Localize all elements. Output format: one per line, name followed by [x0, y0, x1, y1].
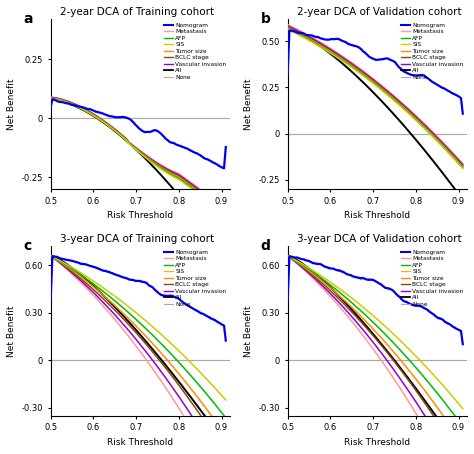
- Text: c: c: [24, 239, 32, 253]
- Y-axis label: Net Benefit: Net Benefit: [244, 305, 253, 357]
- Legend: Nomogram, Metastasis, AFP, SIS, Tumor size, BCLC stage, Vascular invasion, All, : Nomogram, Metastasis, AFP, SIS, Tumor si…: [401, 22, 464, 81]
- Text: b: b: [261, 12, 271, 26]
- X-axis label: Risk Threshold: Risk Threshold: [107, 211, 173, 220]
- Legend: Nomogram, Metastasis, AFP, SIS, Tumor size, BCLC stage, Vascular invasion, All, : Nomogram, Metastasis, AFP, SIS, Tumor si…: [401, 249, 464, 308]
- Y-axis label: Net Benefit: Net Benefit: [7, 78, 16, 130]
- Text: 2-year DCA of Validation cohort: 2-year DCA of Validation cohort: [297, 7, 461, 17]
- Text: a: a: [24, 12, 33, 26]
- X-axis label: Risk Threshold: Risk Threshold: [344, 438, 410, 447]
- Text: 2-year DCA of Training cohort: 2-year DCA of Training cohort: [60, 7, 214, 17]
- X-axis label: Risk Threshold: Risk Threshold: [107, 438, 173, 447]
- Legend: Nomogram, Metastasis, AFP, SIS, Tumor size, BCLC stage, Vascular invasion, All, : Nomogram, Metastasis, AFP, SIS, Tumor si…: [164, 249, 227, 308]
- Text: 3-year DCA of Validation cohort: 3-year DCA of Validation cohort: [297, 234, 461, 244]
- Text: 3-year DCA of Training cohort: 3-year DCA of Training cohort: [60, 234, 214, 244]
- Legend: Nomogram, Metastasis, AFP, SIS, Tumor size, BCLC stage, Vascular invasion, All, : Nomogram, Metastasis, AFP, SIS, Tumor si…: [164, 22, 227, 81]
- Y-axis label: Net Benefit: Net Benefit: [244, 78, 253, 130]
- Text: d: d: [261, 239, 271, 253]
- Y-axis label: Net Benefit: Net Benefit: [7, 305, 16, 357]
- X-axis label: Risk Threshold: Risk Threshold: [344, 211, 410, 220]
